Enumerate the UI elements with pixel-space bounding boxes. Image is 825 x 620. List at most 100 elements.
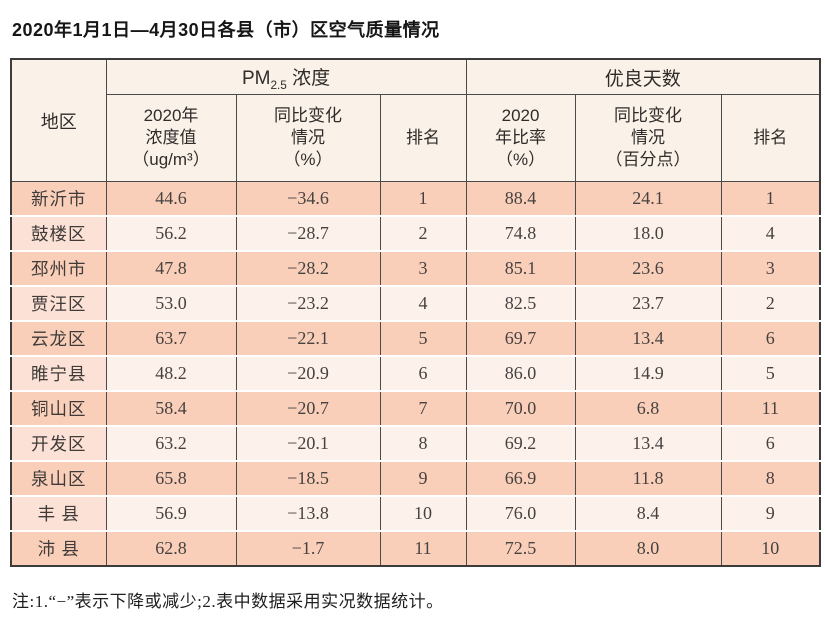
pm-change-cell: −18.5 xyxy=(235,460,381,496)
pm-value-cell: 65.8 xyxy=(105,460,237,496)
good-ratio-cell: 69.7 xyxy=(465,320,576,356)
pm-change-cell: −20.9 xyxy=(235,355,381,391)
region-cell: 泉山区 xyxy=(10,460,107,496)
good-ratio-cell: 69.2 xyxy=(465,425,576,461)
header-pm-value: 2020年 浓度值 （ug/m³） xyxy=(105,94,237,182)
pm-rank-cell: 9 xyxy=(379,460,467,496)
pm-change-cell: −20.1 xyxy=(235,425,381,461)
pm-rank-cell: 5 xyxy=(379,320,467,356)
table-row: 邳州市 47.8 −28.2 3 85.1 23.6 3 xyxy=(10,250,821,286)
table-row: 铜山区 58.4 −20.7 7 70.0 6.8 11 xyxy=(10,390,821,426)
pm-value-cell: 58.4 xyxy=(105,390,237,426)
good-change-cell: 13.4 xyxy=(574,425,722,461)
pm-rank-cell: 7 xyxy=(379,390,467,426)
good-rank-cell: 6 xyxy=(720,425,821,461)
pm-change-cell: −28.7 xyxy=(235,215,381,251)
good-change-cell: 23.6 xyxy=(574,250,722,286)
good-ratio-cell: 85.1 xyxy=(465,250,576,286)
table-row: 沛 县 62.8 −1.7 11 72.5 8.0 10 xyxy=(10,530,821,566)
pm-value-cell: 47.8 xyxy=(105,250,237,286)
table-row: 开发区 63.2 −20.1 8 69.2 13.4 6 xyxy=(10,425,821,461)
pm-rank-cell: 11 xyxy=(379,530,467,566)
table-row: 贾汪区 53.0 −23.2 4 82.5 23.7 2 xyxy=(10,285,821,321)
table-row: 丰 县 56.9 −13.8 10 76.0 8.4 9 xyxy=(10,495,821,531)
region-cell: 鼓楼区 xyxy=(10,215,107,251)
header-good-rank: 排名 xyxy=(720,94,821,182)
region-cell: 铜山区 xyxy=(10,390,107,426)
table-row: 鼓楼区 56.2 −28.7 2 74.8 18.0 4 xyxy=(10,215,821,251)
header-good-change: 同比变化 情况 （百分点） xyxy=(574,94,722,182)
pm-change-cell: −13.8 xyxy=(235,495,381,531)
good-change-cell: 14.9 xyxy=(574,355,722,391)
pm-suffix: 浓度 xyxy=(286,67,331,89)
pm-change-cell: −23.2 xyxy=(235,285,381,321)
good-change-cell: 18.0 xyxy=(574,215,722,251)
pm-rank-cell: 2 xyxy=(379,215,467,251)
good-ratio-cell: 76.0 xyxy=(465,495,576,531)
good-change-cell: 23.7 xyxy=(574,285,722,321)
table-row: 新沂市 44.6 −34.6 1 88.4 24.1 1 xyxy=(10,181,821,216)
good-rank-cell: 3 xyxy=(720,250,821,286)
region-cell: 睢宁县 xyxy=(10,355,107,391)
header-region: 地区 xyxy=(10,58,107,182)
good-ratio-cell: 74.8 xyxy=(465,215,576,251)
table-row: 睢宁县 48.2 −20.9 6 86.0 14.9 5 xyxy=(10,355,821,391)
pm-rank-cell: 4 xyxy=(379,285,467,321)
header-group-good-days: 优良天数 xyxy=(465,58,821,95)
pm-rank-cell: 10 xyxy=(379,495,467,531)
header-pm-change: 同比变化 情况 （%） xyxy=(235,94,381,182)
good-ratio-cell: 88.4 xyxy=(465,181,576,216)
pm-change-cell: −22.1 xyxy=(235,320,381,356)
pm-value-cell: 44.6 xyxy=(105,181,237,216)
good-rank-cell: 9 xyxy=(720,495,821,531)
good-rank-cell: 6 xyxy=(720,320,821,356)
footnote: 注:1.“−”表示下降或减少;2.表中数据采用实况数据统计。 xyxy=(12,592,444,611)
table-body: 新沂市 44.6 −34.6 1 88.4 24.1 1 鼓楼区 56.2 −2… xyxy=(10,181,821,566)
pm-value-cell: 63.2 xyxy=(105,425,237,461)
table-row: 云龙区 63.7 −22.1 5 69.7 13.4 6 xyxy=(10,320,821,356)
air-quality-table: 地区 PM2.5 浓度 优良天数 2020年 浓度值 （ug/m³） 同比变化 … xyxy=(10,58,822,567)
region-cell: 邳州市 xyxy=(10,250,107,286)
region-cell: 云龙区 xyxy=(10,320,107,356)
good-change-cell: 13.4 xyxy=(574,320,722,356)
pm-value-cell: 56.2 xyxy=(105,215,237,251)
pm-value-cell: 62.8 xyxy=(105,530,237,566)
region-cell: 贾汪区 xyxy=(10,285,107,321)
pm-value-cell: 53.0 xyxy=(105,285,237,321)
pm-rank-cell: 6 xyxy=(379,355,467,391)
table-row: 泉山区 65.8 −18.5 9 66.9 11.8 8 xyxy=(10,460,821,496)
pm-change-cell: −34.6 xyxy=(235,181,381,216)
good-rank-cell: 5 xyxy=(720,355,821,391)
good-rank-cell: 8 xyxy=(720,460,821,496)
header-pm-rank: 排名 xyxy=(379,94,467,182)
pm-subscript: 2.5 xyxy=(270,78,287,92)
good-ratio-cell: 82.5 xyxy=(465,285,576,321)
good-rank-cell: 1 xyxy=(720,181,821,216)
good-rank-cell: 4 xyxy=(720,215,821,251)
good-change-cell: 24.1 xyxy=(574,181,722,216)
pm-change-cell: −28.2 xyxy=(235,250,381,286)
page-title: 2020年1月1日—4月30日各县（市）区空气质量情况 xyxy=(12,20,440,40)
good-change-cell: 8.4 xyxy=(574,495,722,531)
pm-value-cell: 63.7 xyxy=(105,320,237,356)
good-change-cell: 6.8 xyxy=(574,390,722,426)
good-ratio-cell: 66.9 xyxy=(465,460,576,496)
pm-change-cell: −20.7 xyxy=(235,390,381,426)
region-cell: 开发区 xyxy=(10,425,107,461)
pm-rank-cell: 3 xyxy=(379,250,467,286)
good-change-cell: 8.0 xyxy=(574,530,722,566)
pm-change-cell: −1.7 xyxy=(235,530,381,566)
region-cell: 丰 县 xyxy=(10,495,107,531)
region-cell: 沛 县 xyxy=(10,530,107,566)
pm-value-cell: 48.2 xyxy=(105,355,237,391)
table-header: 地区 PM2.5 浓度 优良天数 2020年 浓度值 （ug/m³） 同比变化 … xyxy=(10,58,821,182)
pm-rank-cell: 8 xyxy=(379,425,467,461)
header-group-pm25: PM2.5 浓度 xyxy=(105,58,467,95)
header-good-ratio: 2020 年比率 （%） xyxy=(465,94,576,182)
good-rank-cell: 10 xyxy=(720,530,821,566)
good-rank-cell: 2 xyxy=(720,285,821,321)
region-cell: 新沂市 xyxy=(10,181,107,216)
good-ratio-cell: 70.0 xyxy=(465,390,576,426)
good-rank-cell: 11 xyxy=(720,390,821,426)
